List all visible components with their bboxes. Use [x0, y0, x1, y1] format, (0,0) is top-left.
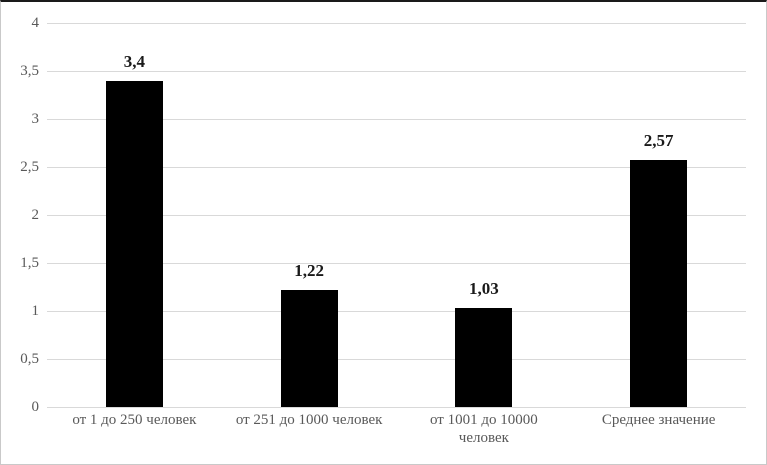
y-tick-label: 1,5	[20, 255, 39, 271]
y-tick-label: 0,5	[20, 351, 39, 367]
gridline	[47, 406, 746, 408]
gridline	[47, 214, 746, 216]
bar-value-label: 1,03	[469, 279, 499, 299]
gridline	[47, 358, 746, 360]
bar-value-label: 3,4	[123, 51, 145, 71]
y-tick-label: 1	[31, 303, 40, 319]
gridline	[47, 262, 746, 264]
x-category-label: Среднее значение	[571, 411, 746, 429]
bar-value-label: 1,22	[294, 260, 324, 280]
y-tick-label: 4	[31, 15, 40, 31]
bar	[630, 160, 688, 407]
gridline	[47, 310, 746, 312]
x-category-label-text: Среднее значение	[601, 412, 716, 428]
bar	[105, 80, 163, 407]
x-category-label-text: от 1 до 250 человек	[72, 412, 197, 428]
x-category-label-text: от 1001 до 10000 человек	[430, 412, 538, 446]
gridline	[47, 118, 746, 120]
bar	[280, 289, 338, 407]
bar-value-label: 2,57	[643, 131, 674, 151]
y-tick-label: 0	[31, 399, 40, 415]
x-category-label: от 1001 до 10000 человек	[397, 411, 572, 447]
gridline	[47, 166, 746, 168]
x-category-label: от 251 до 1000 человек	[222, 411, 397, 429]
gridline	[47, 70, 746, 72]
y-tick-label: 3	[31, 111, 40, 127]
x-category-label: от 1 до 250 человек	[47, 411, 222, 429]
y-tick-label: 2	[31, 207, 40, 223]
gridline	[47, 22, 746, 24]
bar	[455, 308, 513, 407]
x-category-label-text: от 251 до 1000 человек	[235, 412, 383, 428]
y-tick-label: 3,5	[20, 63, 39, 79]
y-tick-label: 2,5	[20, 159, 39, 175]
